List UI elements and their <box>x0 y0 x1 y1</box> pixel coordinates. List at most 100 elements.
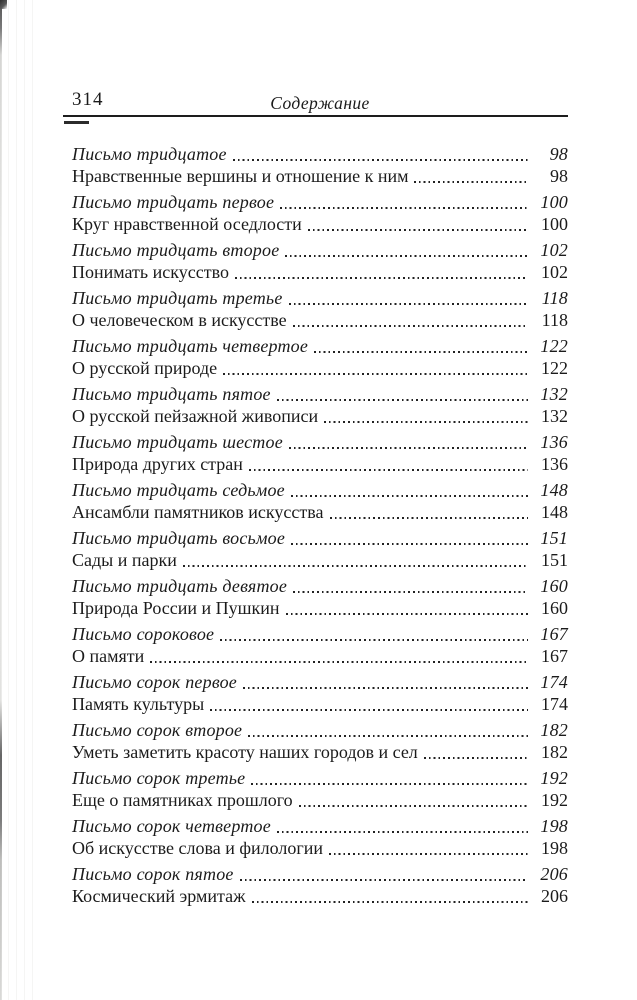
toc-topic-line: Память культуры 174 <box>72 693 568 715</box>
toc-entry: Письмо сорок первое 174 Память культуры … <box>72 671 568 715</box>
dot-leader <box>148 645 530 667</box>
toc-topic-line: Природа других стран 136 <box>72 453 568 475</box>
page-header: 314 Содержание <box>72 88 568 113</box>
dot-leader <box>275 383 530 405</box>
letter-title: Письмо тридцать девятое <box>72 576 288 597</box>
toc-letter-line: Письмо тридцать шестое 136 <box>72 431 568 453</box>
letter-page-ref: 198 <box>540 816 568 837</box>
dot-leader <box>322 405 530 427</box>
toc-letter-line: Письмо сорок пятое 206 <box>72 863 568 885</box>
dot-leader <box>291 309 530 331</box>
topic-title: Об искусстве слова и филологии <box>72 838 324 859</box>
toc-entry: Письмо сорок пятое 206 Космический эрмит… <box>72 863 568 907</box>
dot-leader <box>284 597 530 619</box>
letter-page-ref: 132 <box>540 384 568 405</box>
topic-page-ref: 98 <box>550 166 568 187</box>
topic-title: О русской пейзажной живописи <box>72 406 319 427</box>
topic-title: Еще о памятниках прошлого <box>72 790 293 811</box>
toc-letter-line: Письмо тридцать первое 100 <box>72 191 568 213</box>
letter-page-ref: 118 <box>541 288 568 309</box>
topic-page-ref: 160 <box>541 598 568 619</box>
dot-leader <box>297 789 530 811</box>
topic-page-ref: 151 <box>541 550 568 571</box>
letter-title: Письмо тридцать первое <box>72 192 275 213</box>
dot-leader <box>250 885 530 907</box>
page-number: 314 <box>72 89 104 110</box>
letter-page-ref: 206 <box>540 864 568 885</box>
topic-title: Сады и парки <box>72 550 177 571</box>
topic-title: Ансамбли памятников искусства <box>72 502 324 523</box>
dot-leader <box>275 815 530 837</box>
dot-leader <box>278 191 530 213</box>
dot-leader <box>328 501 530 523</box>
toc-topic-line: Ансамбли памятников искусства 148 <box>72 501 568 523</box>
letter-page-ref: 136 <box>540 432 568 453</box>
topic-title: О русской природе <box>72 358 218 379</box>
toc-topic-line: О русской природе 122 <box>72 357 568 379</box>
dot-leader <box>422 741 530 763</box>
letter-title: Письмо тридцать второе <box>72 240 280 261</box>
topic-page-ref: 198 <box>541 838 568 859</box>
dot-leader <box>181 549 530 571</box>
topic-page-ref: 132 <box>541 406 568 427</box>
topic-title: Космический эрмитаж <box>72 886 246 907</box>
toc-letter-line: Письмо тридцать второе 102 <box>72 239 568 261</box>
toc-letter-line: Письмо тридцать девятое 160 <box>72 575 568 597</box>
letter-page-ref: 100 <box>540 192 568 213</box>
letter-title: Письмо сорок второе <box>72 720 243 741</box>
toc-letter-line: Письмо сорок первое 174 <box>72 671 568 693</box>
topic-page-ref: 102 <box>541 262 568 283</box>
toc-topic-line: О человеческом в искусстве 118 <box>72 309 568 331</box>
toc-letter-line: Письмо сорок третье 192 <box>72 767 568 789</box>
toc-entry: Письмо тридцать второе 102 Понимать иску… <box>72 239 568 283</box>
topic-page-ref: 148 <box>541 502 568 523</box>
topic-title: Природа России и Пушкин <box>72 598 280 619</box>
dot-leader <box>291 575 530 597</box>
toc-entry: Письмо тридцать восьмое 151 Сады и парки… <box>72 527 568 571</box>
toc-topic-line: О памяти 167 <box>72 645 568 667</box>
toc-topic-line: Круг нравственной оседлости 100 <box>72 213 568 235</box>
toc-topic-line: Космический эрмитаж 206 <box>72 885 568 907</box>
toc-entry: Письмо сороковое 167 О памяти 167 <box>72 623 568 667</box>
topic-page-ref: 118 <box>541 310 568 331</box>
topic-page-ref: 122 <box>541 358 568 379</box>
scan-margin-streaks <box>0 0 36 1000</box>
letter-page-ref: 174 <box>540 672 568 693</box>
dot-leader <box>412 165 530 187</box>
topic-title: О памяти <box>72 646 145 667</box>
dot-leader <box>287 431 530 453</box>
letter-title: Письмо сороковое <box>72 624 215 645</box>
letter-page-ref: 192 <box>540 768 568 789</box>
topic-page-ref: 192 <box>541 790 568 811</box>
page-content: 314 Содержание Письмо тридцатое 98 Нравс… <box>63 0 568 911</box>
dot-leader <box>287 287 530 309</box>
toc-topic-line: Об искусстве слова и филологии 198 <box>72 837 568 859</box>
dot-leader <box>246 719 530 741</box>
letter-page-ref: 167 <box>540 624 568 645</box>
toc-letter-line: Письмо тридцать третье 118 <box>72 287 568 309</box>
toc-entry: Письмо сорок третье 192 Еще о памятниках… <box>72 767 568 811</box>
toc-entry: Письмо тридцать седьмое 148 Ансамбли пам… <box>72 479 568 523</box>
dot-leader <box>238 863 530 885</box>
toc-topic-line: Еще о памятниках прошлого 192 <box>72 789 568 811</box>
toc-entry: Письмо тридцать третье 118 О человеческо… <box>72 287 568 331</box>
dot-leader <box>289 527 530 549</box>
toc-topic-line: Сады и парки 151 <box>72 549 568 571</box>
topic-page-ref: 167 <box>541 646 568 667</box>
toc-entry: Письмо сорок четвертое 198 Об искусстве … <box>72 815 568 859</box>
topic-title: Память культуры <box>72 694 205 715</box>
topic-page-ref: 100 <box>541 214 568 235</box>
header-rule <box>63 115 568 124</box>
toc-entry: Письмо тридцать шестое 136 Природа други… <box>72 431 568 475</box>
letter-page-ref: 151 <box>540 528 568 549</box>
topic-page-ref: 206 <box>541 886 568 907</box>
letter-page-ref: 98 <box>549 144 568 165</box>
dot-leader <box>306 213 530 235</box>
toc-entry: Письмо тридцатое 98 Нравственные вершины… <box>72 143 568 187</box>
topic-title: Понимать искусство <box>72 262 229 283</box>
toc-letter-line: Письмо сорок четвертое 198 <box>72 815 568 837</box>
toc-letter-line: Письмо тридцатое 98 <box>72 143 568 165</box>
letter-title: Письмо сорок пятое <box>72 864 234 885</box>
dot-leader <box>247 453 530 475</box>
topic-title: О человеческом в искусстве <box>72 310 287 331</box>
